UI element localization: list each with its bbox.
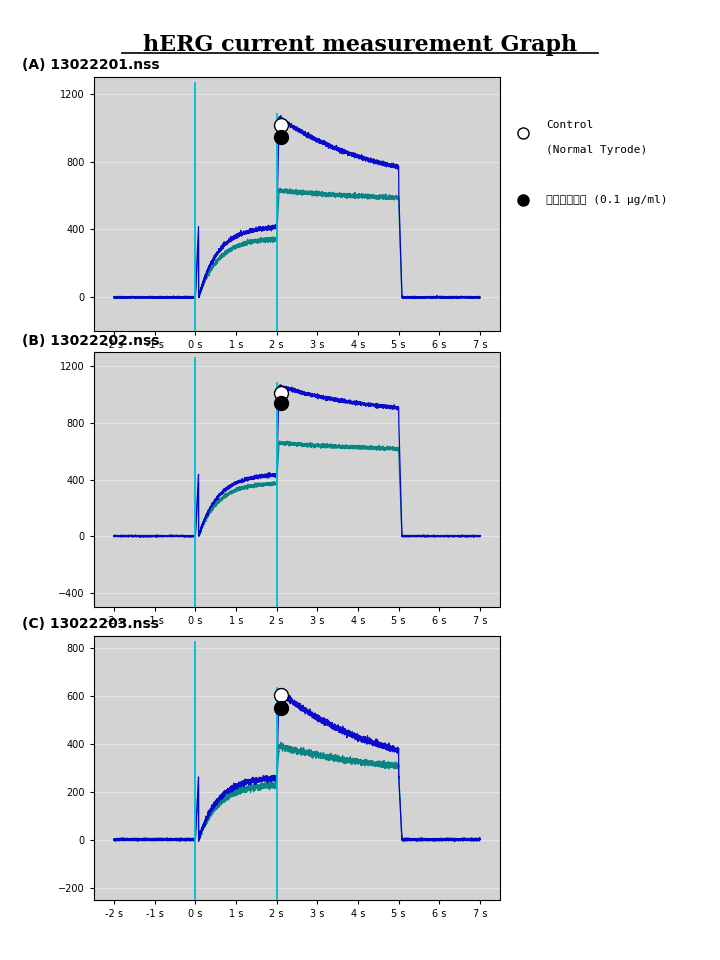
Text: 누에추출분말 (0.1 μg/ml): 누에추출분말 (0.1 μg/ml) (546, 195, 667, 205)
Text: (Normal Tyrode): (Normal Tyrode) (546, 145, 647, 156)
Text: (B) 13022202.nss: (B) 13022202.nss (22, 333, 159, 348)
Text: Control: Control (546, 120, 593, 131)
Text: hERG current measurement Graph: hERG current measurement Graph (143, 34, 577, 56)
Text: (C) 13022203.nss: (C) 13022203.nss (22, 616, 158, 631)
Text: (A) 13022201.nss: (A) 13022201.nss (22, 58, 159, 72)
